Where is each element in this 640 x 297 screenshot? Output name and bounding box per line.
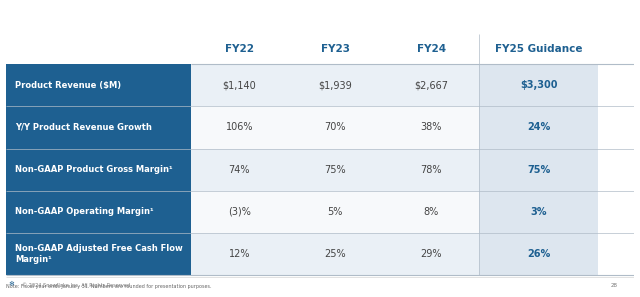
Bar xyxy=(287,148,383,191)
Bar xyxy=(6,64,191,106)
Text: Non-GAAP Product Gross Margin¹: Non-GAAP Product Gross Margin¹ xyxy=(15,165,173,174)
Text: 28: 28 xyxy=(611,283,618,288)
Text: 75%: 75% xyxy=(527,165,550,175)
Bar xyxy=(6,191,191,233)
Text: 25%: 25% xyxy=(324,249,346,259)
Bar xyxy=(383,191,479,233)
Text: 38%: 38% xyxy=(420,122,442,132)
Text: 26%: 26% xyxy=(527,249,550,259)
Bar xyxy=(6,233,191,275)
Text: 8%: 8% xyxy=(424,207,439,217)
Bar xyxy=(191,233,287,275)
Text: FY24: FY24 xyxy=(417,44,446,54)
Text: FY22: FY22 xyxy=(225,44,254,54)
Text: Product Revenue ($M): Product Revenue ($M) xyxy=(15,81,122,90)
Text: $3,300: $3,300 xyxy=(520,80,557,90)
Bar xyxy=(191,64,287,106)
Bar xyxy=(383,148,479,191)
Bar xyxy=(383,233,479,275)
Text: $2,667: $2,667 xyxy=(414,80,449,90)
Text: Note: Fiscal year ends January 31. Numbers are rounded for presentation purposes: Note: Fiscal year ends January 31. Numbe… xyxy=(6,284,212,289)
Text: 3%: 3% xyxy=(531,207,547,217)
Bar xyxy=(287,106,383,148)
Bar xyxy=(191,106,287,148)
Bar xyxy=(479,233,598,275)
Text: 5%: 5% xyxy=(328,207,343,217)
Text: ❄: ❄ xyxy=(8,282,14,287)
Text: 24%: 24% xyxy=(527,122,550,132)
Text: (3)%: (3)% xyxy=(228,207,251,217)
Bar xyxy=(6,106,191,148)
Bar xyxy=(6,148,191,191)
Bar xyxy=(287,233,383,275)
Bar xyxy=(383,106,479,148)
Text: 70%: 70% xyxy=(324,122,346,132)
Text: 75%: 75% xyxy=(324,165,346,175)
Bar xyxy=(479,191,598,233)
Text: © 2024 Snowflake Inc. All Rights Reserved: © 2024 Snowflake Inc. All Rights Reserve… xyxy=(22,282,130,288)
Text: FY25 Guidance: FY25 Guidance xyxy=(495,44,582,54)
Text: 74%: 74% xyxy=(228,165,250,175)
Text: Non-GAAP Operating Margin¹: Non-GAAP Operating Margin¹ xyxy=(15,207,154,216)
Text: Non-GAAP Adjusted Free Cash Flow
Margin¹: Non-GAAP Adjusted Free Cash Flow Margin¹ xyxy=(15,244,183,264)
Text: 29%: 29% xyxy=(420,249,442,259)
Text: Y/Y Product Revenue Growth: Y/Y Product Revenue Growth xyxy=(15,123,152,132)
Bar xyxy=(287,191,383,233)
Bar xyxy=(383,64,479,106)
Text: 106%: 106% xyxy=(226,122,253,132)
Text: 12%: 12% xyxy=(228,249,250,259)
Bar xyxy=(479,106,598,148)
Bar xyxy=(479,148,598,191)
Bar xyxy=(191,148,287,191)
Text: $1,140: $1,140 xyxy=(223,80,256,90)
Bar xyxy=(191,191,287,233)
Text: $1,939: $1,939 xyxy=(319,80,352,90)
Bar xyxy=(479,64,598,106)
Text: FY23: FY23 xyxy=(321,44,350,54)
Bar xyxy=(287,64,383,106)
Text: 78%: 78% xyxy=(420,165,442,175)
